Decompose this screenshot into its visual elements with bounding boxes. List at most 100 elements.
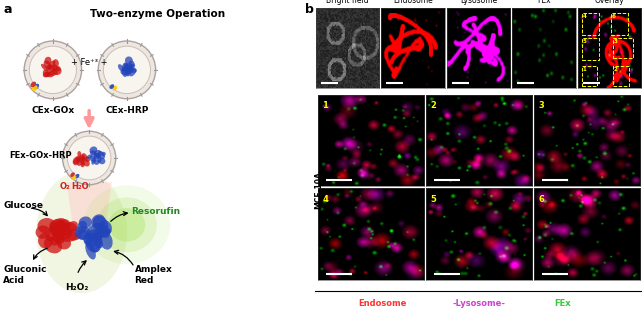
Ellipse shape [125,65,132,72]
Ellipse shape [49,224,64,237]
Ellipse shape [84,233,98,246]
Ellipse shape [73,158,80,164]
Text: Glucose: Glucose [3,201,43,210]
Ellipse shape [99,220,112,235]
Ellipse shape [94,229,102,248]
Ellipse shape [91,157,96,165]
Text: MCF-10A: MCF-10A [314,171,323,209]
Ellipse shape [78,157,85,162]
Ellipse shape [36,172,127,293]
Text: CEx-GOx: CEx-GOx [32,106,75,115]
Text: 6: 6 [611,14,615,19]
Ellipse shape [51,64,57,71]
Ellipse shape [53,233,64,244]
Text: Amplex
Red: Amplex Red [134,265,172,285]
Ellipse shape [124,67,132,74]
Circle shape [104,46,150,94]
Ellipse shape [43,69,50,77]
Ellipse shape [94,150,102,158]
Ellipse shape [122,67,127,77]
Ellipse shape [77,221,87,233]
Circle shape [68,136,111,180]
Ellipse shape [75,226,91,240]
Ellipse shape [84,185,170,264]
Ellipse shape [76,156,81,161]
Ellipse shape [73,157,80,165]
Ellipse shape [77,151,82,157]
Text: a: a [3,3,12,16]
Ellipse shape [49,219,66,233]
Text: FEx-GOx-HRP: FEx-GOx-HRP [9,151,71,160]
Ellipse shape [86,223,102,238]
Ellipse shape [57,237,71,250]
Ellipse shape [109,208,145,241]
Ellipse shape [78,216,92,228]
Ellipse shape [81,159,84,166]
Ellipse shape [93,215,109,232]
Text: CEx-HRP: CEx-HRP [105,106,149,115]
Ellipse shape [93,233,103,248]
Ellipse shape [37,218,56,234]
Ellipse shape [46,233,55,241]
Ellipse shape [53,67,62,75]
Text: H₂O₂: H₂O₂ [66,283,89,292]
Ellipse shape [44,60,51,70]
Ellipse shape [123,63,129,69]
Circle shape [98,41,156,99]
Ellipse shape [66,229,81,241]
Ellipse shape [89,146,97,154]
FancyArrowPatch shape [78,261,86,272]
Ellipse shape [70,172,75,177]
Circle shape [62,131,116,185]
Text: Overlay: Overlay [594,0,624,5]
Ellipse shape [53,59,59,68]
Ellipse shape [64,222,77,232]
Ellipse shape [94,153,100,157]
Ellipse shape [130,68,136,77]
Ellipse shape [41,64,48,71]
FancyArrowPatch shape [33,248,47,259]
Ellipse shape [83,159,90,166]
Ellipse shape [90,243,100,253]
Ellipse shape [82,155,85,160]
Ellipse shape [97,197,157,252]
Ellipse shape [64,221,78,233]
Text: Two-enzyme Operation: Two-enzyme Operation [89,9,224,19]
Ellipse shape [75,174,79,179]
Ellipse shape [77,229,88,240]
Ellipse shape [122,63,129,71]
Bar [581,13,599,35]
Text: 3: 3 [614,39,618,44]
FancyArrowPatch shape [86,111,93,126]
Ellipse shape [72,175,77,180]
Ellipse shape [46,71,51,77]
Ellipse shape [32,85,37,91]
Ellipse shape [43,72,50,78]
Text: Endosome: Endosome [393,0,433,5]
Bar [581,66,597,86]
Text: 4: 4 [583,14,586,19]
Ellipse shape [124,64,131,69]
Ellipse shape [127,64,134,73]
Bar [613,38,633,58]
FancyArrowPatch shape [111,212,127,221]
Ellipse shape [94,159,100,165]
Ellipse shape [86,242,96,259]
Ellipse shape [50,218,68,235]
Ellipse shape [100,232,113,250]
Polygon shape [66,182,112,225]
Ellipse shape [93,153,100,159]
Text: 2: 2 [614,67,618,72]
Text: Endosome: Endosome [358,299,407,308]
Text: 5: 5 [431,195,437,204]
Ellipse shape [79,154,84,161]
Circle shape [30,46,77,94]
Ellipse shape [47,64,52,69]
Ellipse shape [48,71,55,78]
Ellipse shape [59,231,78,242]
Ellipse shape [113,86,117,91]
Ellipse shape [55,219,65,231]
Text: + Fe⁺³ +: + Fe⁺³ + [71,58,107,67]
Ellipse shape [99,225,110,238]
Ellipse shape [86,236,102,252]
